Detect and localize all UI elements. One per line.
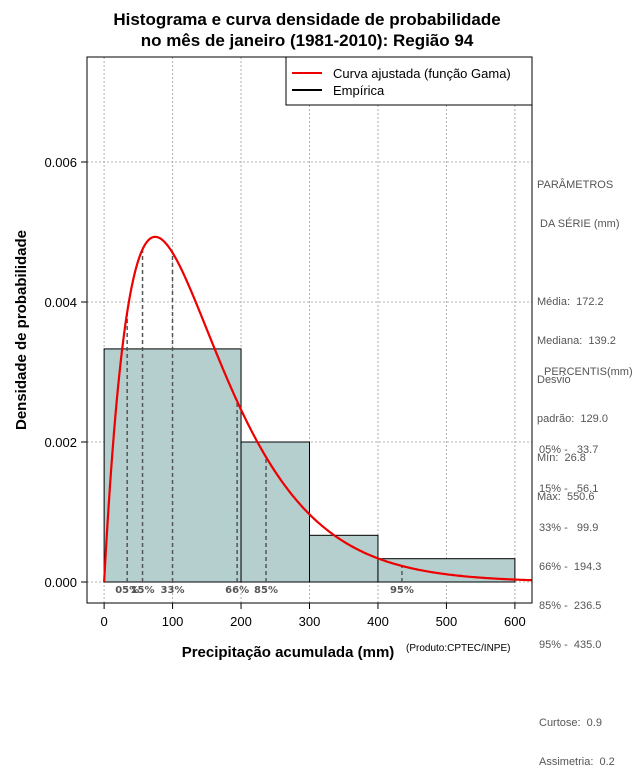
x-tick-label: 200 — [230, 614, 252, 629]
percentile-lines — [126, 249, 403, 582]
chart-title-line2: no mês de janeiro (1981-2010): Região 94 — [141, 31, 474, 50]
params-subheading: DA SÉRIE (mm) — [537, 218, 620, 230]
percentile-05: 05% - 33.7 — [539, 444, 599, 456]
gamma-curve-layer — [103, 235, 532, 583]
y-tick-label: 0.000 — [44, 575, 77, 590]
x-tick-label: 500 — [436, 614, 458, 629]
y-tick-label: 0.004 — [44, 295, 77, 310]
y-axis-title: Densidade de probabilidade — [13, 230, 30, 430]
histogram-bars — [103, 348, 516, 583]
params-heading: PARÂMETROS — [537, 179, 614, 191]
y-axis: 0.000 0.002 0.004 0.006 — [44, 155, 87, 590]
x-tick-label: 600 — [504, 614, 526, 629]
product-credit: (Produto:CPTEC/INPE) — [406, 643, 510, 654]
percentile-label: 33% — [161, 585, 185, 596]
legend-box — [285, 56, 533, 106]
gamma-fitted-curve — [103, 235, 532, 583]
x-axis: 0 100 200 300 400 500 600 — [100, 603, 526, 629]
param-mean: Média: 172.2 — [537, 296, 604, 308]
x-tick-label: 400 — [367, 614, 389, 629]
histogram-bar — [240, 441, 311, 583]
percentile-label: 15% — [131, 585, 155, 596]
percentile-95: 95% - 435.0 — [539, 639, 602, 651]
percentile-label: 66% — [225, 585, 249, 596]
percentile-66: 66% - 194.3 — [539, 561, 602, 573]
percentile-labels: 05%15% 33% 66% 85% 95% — [115, 585, 414, 596]
series-parameters-panel: PARÂMETROS DA SÉRIE (mm) Média: 172.2 Me… — [537, 153, 620, 517]
stat-kurtosis: Curtose: 0.9 — [539, 717, 602, 729]
legend-label-empirical: Empírica — [333, 83, 385, 98]
stat-skewness: Assimetria: 0.2 — [539, 756, 615, 768]
percentiles-panel: PERCENTIS(mm) 05% - 33.7 15% - 56.1 33% … — [539, 340, 633, 782]
percentile-15: 15% - 56.1 — [539, 483, 599, 495]
histogram-bar — [309, 534, 379, 583]
chart-title-line1: Histograma e curva densidade de probabil… — [113, 10, 500, 29]
param-min: Mín: 26.8 — [537, 452, 586, 464]
percentile-label: 95% — [390, 585, 414, 596]
legend: Curva ajustada (função Gama) Empírica — [285, 56, 533, 106]
percentiles-heading: PERCENTIS(mm) — [544, 366, 633, 378]
param-stddev-label: Desvio — [537, 374, 571, 386]
param-max: Máx: 550.6 — [537, 491, 595, 503]
histogram-chart: Histograma e curva densidade de probabil… — [13, 10, 533, 660]
y-tick-label: 0.002 — [44, 435, 77, 450]
percentile-85: 85% - 236.5 — [539, 600, 602, 612]
legend-label-fitted: Curva ajustada (função Gama) — [333, 66, 511, 81]
x-axis-title: Precipitação acumulada (mm) — [182, 644, 395, 660]
param-stddev-value: padrão: 129.0 — [537, 413, 608, 425]
percentile-label: 85% — [254, 585, 278, 596]
x-tick-label: 100 — [162, 614, 184, 629]
x-tick-label: 0 — [100, 614, 107, 629]
x-tick-label: 300 — [299, 614, 321, 629]
percentile-33: 33% - 99.9 — [539, 522, 599, 534]
y-tick-label: 0.006 — [44, 155, 77, 170]
percentile-label: 05% — [115, 585, 139, 596]
param-median: Mediana: 139.2 — [537, 335, 616, 347]
